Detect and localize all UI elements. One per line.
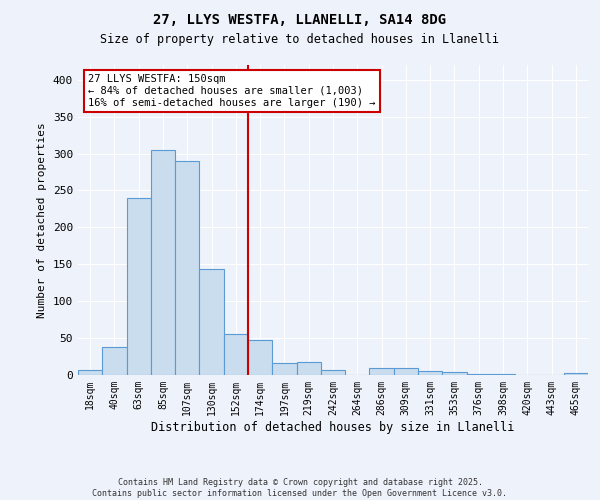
Text: 27, LLYS WESTFA, LLANELLI, SA14 8DG: 27, LLYS WESTFA, LLANELLI, SA14 8DG [154,12,446,26]
Y-axis label: Number of detached properties: Number of detached properties [37,122,47,318]
X-axis label: Distribution of detached houses by size in Llanelli: Distribution of detached houses by size … [151,420,515,434]
Bar [102,347,127,375]
Bar [467,374,491,375]
Bar [296,362,321,375]
Bar [248,340,272,375]
Bar [564,373,588,375]
Bar [151,150,175,375]
Bar [272,363,296,375]
Bar [127,198,151,375]
Text: Size of property relative to detached houses in Llanelli: Size of property relative to detached ho… [101,32,499,46]
Bar [175,161,199,375]
Bar [418,372,442,375]
Text: 27 LLYS WESTFA: 150sqm
← 84% of detached houses are smaller (1,003)
16% of semi-: 27 LLYS WESTFA: 150sqm ← 84% of detached… [88,74,376,108]
Bar [199,268,224,375]
Bar [491,374,515,375]
Bar [370,368,394,375]
Text: Contains HM Land Registry data © Crown copyright and database right 2025.
Contai: Contains HM Land Registry data © Crown c… [92,478,508,498]
Bar [78,370,102,375]
Bar [394,368,418,375]
Bar [224,334,248,375]
Bar [321,370,345,375]
Bar [442,372,467,375]
